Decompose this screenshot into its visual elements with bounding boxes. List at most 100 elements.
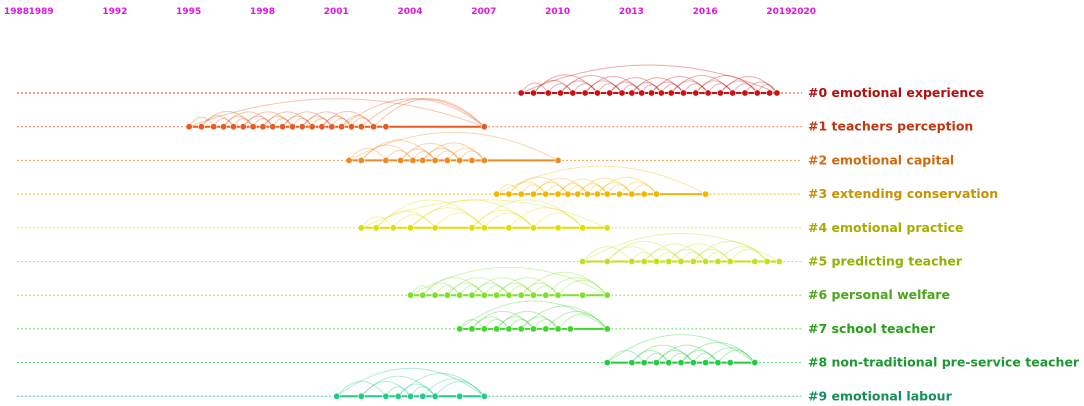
citation-node[interactable] — [689, 257, 697, 265]
citation-node[interactable] — [431, 224, 439, 232]
citation-node[interactable] — [753, 89, 761, 97]
citation-node[interactable] — [726, 359, 734, 367]
citation-node[interactable] — [542, 291, 550, 299]
citation-node[interactable] — [279, 123, 287, 131]
citation-node[interactable] — [493, 325, 501, 333]
citation-node[interactable] — [603, 190, 611, 198]
citation-node[interactable] — [564, 190, 572, 198]
citation-node[interactable] — [679, 89, 687, 97]
citation-node[interactable] — [726, 257, 734, 265]
citation-node[interactable] — [443, 291, 451, 299]
citation-node[interactable] — [480, 224, 488, 232]
citation-node[interactable] — [480, 291, 488, 299]
citation-node[interactable] — [431, 156, 439, 164]
citation-node[interactable] — [638, 89, 646, 97]
citation-node[interactable] — [419, 156, 427, 164]
citation-node[interactable] — [298, 123, 306, 131]
citation-node[interactable] — [529, 190, 537, 198]
citation-node[interactable] — [554, 190, 562, 198]
citation-node[interactable] — [505, 291, 513, 299]
citation-node[interactable] — [702, 359, 710, 367]
citation-node[interactable] — [505, 190, 513, 198]
citation-node[interactable] — [716, 89, 724, 97]
citation-node[interactable] — [347, 123, 355, 131]
citation-node[interactable] — [593, 89, 601, 97]
citation-node[interactable] — [557, 89, 565, 97]
citation-node[interactable] — [210, 123, 218, 131]
citation-node[interactable] — [648, 89, 656, 97]
citation-node[interactable] — [689, 359, 697, 367]
citation-node[interactable] — [542, 325, 550, 333]
citation-node[interactable] — [574, 190, 582, 198]
citation-node[interactable] — [677, 359, 685, 367]
citation-node[interactable] — [603, 325, 611, 333]
citation-node[interactable] — [618, 89, 626, 97]
citation-node[interactable] — [409, 156, 417, 164]
citation-node[interactable] — [382, 156, 390, 164]
citation-node[interactable] — [357, 392, 365, 400]
citation-node[interactable] — [288, 123, 296, 131]
citation-node[interactable] — [480, 325, 488, 333]
citation-node[interactable] — [606, 89, 614, 97]
citation-node[interactable] — [584, 190, 592, 198]
citation-node[interactable] — [431, 291, 439, 299]
citation-node[interactable] — [372, 224, 380, 232]
citation-node[interactable] — [517, 291, 525, 299]
citation-node[interactable] — [480, 392, 488, 400]
citation-node[interactable] — [554, 156, 562, 164]
citation-node[interactable] — [763, 257, 771, 265]
citation-node[interactable] — [239, 123, 247, 131]
citation-node[interactable] — [773, 89, 781, 97]
citation-node[interactable] — [370, 123, 378, 131]
citation-node[interactable] — [729, 89, 737, 97]
citation-node[interactable] — [406, 392, 414, 400]
citation-node[interactable] — [318, 123, 326, 131]
citation-node[interactable] — [714, 359, 722, 367]
citation-node[interactable] — [616, 190, 624, 198]
citation-node[interactable] — [554, 224, 562, 232]
citation-node[interactable] — [197, 123, 205, 131]
citation-node[interactable] — [554, 291, 562, 299]
citation-node[interactable] — [468, 325, 476, 333]
citation-node[interactable] — [566, 325, 574, 333]
citation-node[interactable] — [229, 123, 237, 131]
citation-node[interactable] — [249, 123, 257, 131]
citation-node[interactable] — [704, 89, 712, 97]
citation-node[interactable] — [579, 291, 587, 299]
citation-node[interactable] — [259, 123, 267, 131]
citation-node[interactable] — [751, 359, 759, 367]
citation-node[interactable] — [702, 190, 710, 198]
citation-node[interactable] — [665, 359, 673, 367]
citation-node[interactable] — [338, 123, 346, 131]
citation-node[interactable] — [692, 89, 700, 97]
citation-node[interactable] — [628, 257, 636, 265]
citation-node[interactable] — [468, 156, 476, 164]
citation-node[interactable] — [652, 190, 660, 198]
citation-node[interactable] — [603, 359, 611, 367]
citation-node[interactable] — [419, 392, 427, 400]
citation-node[interactable] — [456, 291, 464, 299]
citation-node[interactable] — [443, 156, 451, 164]
citation-node[interactable] — [397, 156, 405, 164]
citation-node[interactable] — [579, 257, 587, 265]
citation-node[interactable] — [456, 392, 464, 400]
citation-node[interactable] — [394, 392, 402, 400]
citation-node[interactable] — [419, 291, 427, 299]
citation-node[interactable] — [640, 257, 648, 265]
citation-node[interactable] — [766, 89, 774, 97]
citation-node[interactable] — [357, 224, 365, 232]
citation-node[interactable] — [345, 156, 353, 164]
citation-node[interactable] — [517, 89, 525, 97]
citation-node[interactable] — [333, 392, 341, 400]
citation-node[interactable] — [628, 190, 636, 198]
citation-node[interactable] — [657, 89, 665, 97]
citation-node[interactable] — [185, 123, 193, 131]
citation-node[interactable] — [652, 359, 660, 367]
citation-node[interactable] — [406, 224, 414, 232]
citation-node[interactable] — [357, 123, 365, 131]
citation-node[interactable] — [529, 89, 537, 97]
citation-node[interactable] — [542, 190, 550, 198]
citation-node[interactable] — [640, 359, 648, 367]
citation-node[interactable] — [667, 89, 675, 97]
citation-node[interactable] — [579, 224, 587, 232]
